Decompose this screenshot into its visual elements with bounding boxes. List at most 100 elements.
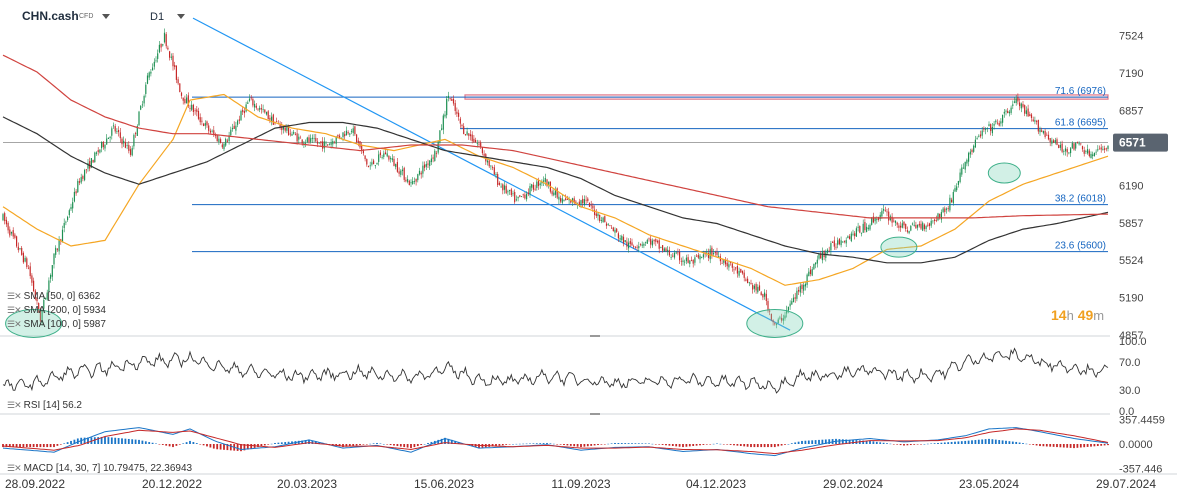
macd-histogram-bar [790, 443, 793, 444]
candle-body [1000, 121, 1002, 124]
candle-body [109, 136, 111, 138]
candle-body [206, 121, 208, 126]
macd-tick-label: -357.446 [1119, 463, 1162, 475]
candle-body [160, 43, 162, 48]
macd-histogram-bar [753, 444, 756, 448]
candle-body [400, 170, 402, 175]
settings-icon[interactable]: ☰✕ [7, 319, 22, 329]
macd-histogram-bar [280, 442, 283, 444]
candle-body [952, 191, 954, 204]
candle-body [764, 292, 766, 297]
candle-body [573, 198, 575, 203]
macd-histogram-bar [121, 438, 123, 444]
x-tick-label: 23.05.2024 [959, 477, 1019, 491]
macd-histogram-bar [620, 443, 623, 444]
symbol-title[interactable]: CHN.cash [22, 9, 79, 23]
legend-sma50[interactable]: ☰✕ SMA [50, 0] 6362 [7, 291, 100, 302]
candle-body [442, 115, 444, 130]
y-tick-label: 6857 [1119, 106, 1143, 118]
candle-body [33, 280, 35, 292]
signal-line [2, 428, 1109, 455]
candle-body [622, 236, 625, 244]
candle-body [893, 220, 895, 222]
candle-body [724, 260, 727, 265]
legend-sma100[interactable]: ☰✕ SMA [100, 0] 5987 [7, 319, 106, 330]
candle-body [221, 144, 223, 148]
current-price-label: 6571 [1119, 136, 1146, 150]
candle-body [668, 250, 670, 256]
candle-body [864, 222, 866, 231]
macd-histogram-bar [743, 444, 746, 447]
candle-body [837, 240, 839, 245]
macd-histogram-bar [760, 444, 763, 448]
legend-rsi[interactable]: ☰✕ RSI [14] 56.2 [7, 400, 82, 411]
candle-body [1107, 145, 1109, 149]
candle-body [330, 142, 332, 145]
y-tick-label: 4857 [1119, 330, 1143, 342]
symbol-dropdown-chevron-icon[interactable] [102, 14, 110, 19]
macd-histogram-bar [879, 442, 882, 444]
macd-histogram-bar [777, 444, 780, 447]
candle-body [374, 165, 376, 167]
candle-body [942, 208, 944, 212]
macd-histogram-bar [661, 444, 664, 445]
macd-histogram-bar [457, 441, 460, 444]
candle-body [390, 158, 392, 159]
timeframe-selector[interactable]: D1 [150, 11, 165, 23]
candle-body [492, 167, 494, 168]
legend-macd[interactable]: ☰✕ MACD [14, 30, 7] 10.79475, 22.36943 [7, 463, 192, 474]
candle-body [888, 211, 890, 221]
macd-histogram-bar [875, 441, 878, 444]
candle-body [809, 269, 812, 275]
candle-body [72, 202, 74, 209]
candle-body [879, 214, 881, 220]
settings-icon[interactable]: ☰✕ [7, 305, 22, 315]
settings-icon[interactable]: ☰✕ [7, 463, 22, 473]
candle-body [138, 111, 140, 126]
macd-histogram-bar [716, 443, 718, 444]
candle-body [85, 169, 87, 171]
candle-body [507, 191, 509, 193]
candle-body [281, 126, 283, 131]
candle-body [391, 158, 393, 161]
candle-body [500, 186, 502, 188]
candle-body [379, 152, 381, 156]
macd-histogram-bar [478, 444, 480, 449]
settings-icon[interactable]: ☰✕ [7, 291, 22, 301]
candle-body [446, 98, 448, 116]
candle-body [639, 243, 642, 245]
candle-body [14, 234, 16, 238]
macd-histogram-bar [644, 443, 647, 444]
candle-body [452, 98, 455, 104]
candle-body [123, 140, 125, 144]
candle-body [891, 216, 893, 223]
candle-body [913, 224, 915, 226]
candle-body [937, 213, 939, 221]
timeframe-dropdown-chevron-icon[interactable] [177, 14, 185, 19]
candle-body [911, 223, 914, 225]
candle-body [308, 137, 310, 143]
macd-histogram-bar [950, 441, 953, 444]
legend-sma200[interactable]: ☰✕ SMA [200, 0] 5934 [7, 305, 106, 316]
macd-histogram-bar [396, 444, 399, 447]
candle-body [260, 108, 262, 110]
macd-histogram-bar [389, 444, 392, 446]
candle-body [228, 135, 230, 142]
x-tick-label: 04.12.2023 [686, 477, 746, 491]
candle-body [974, 139, 976, 148]
macd-histogram-bar [709, 444, 712, 445]
macd-histogram-bar [1066, 444, 1069, 448]
settings-icon[interactable]: ☰✕ [7, 400, 22, 410]
candle-body [349, 133, 351, 135]
candle-body [350, 131, 353, 133]
candle-body [1092, 154, 1094, 157]
macd-histogram-bar [8, 444, 11, 448]
candle-body [755, 283, 757, 291]
candle-body [240, 110, 242, 121]
candle-body [417, 174, 419, 181]
candle-body [966, 159, 968, 164]
candle-body [267, 111, 269, 120]
candle-body [815, 262, 817, 265]
macd-histogram-bar [355, 444, 358, 446]
